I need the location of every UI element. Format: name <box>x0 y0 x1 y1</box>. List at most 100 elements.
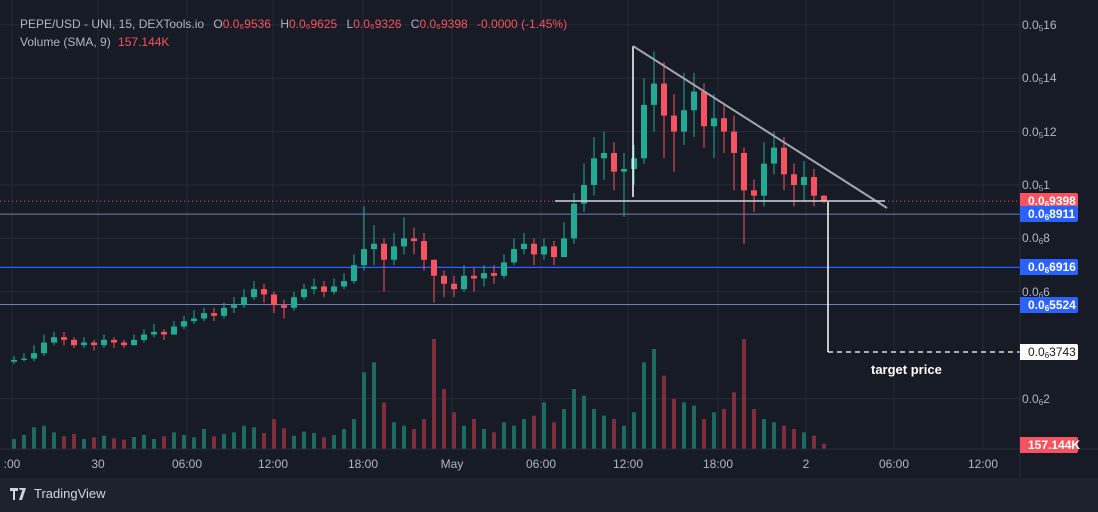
volume-bar <box>102 435 106 449</box>
candle-body <box>791 174 797 185</box>
candle-body <box>691 91 697 111</box>
candle-body <box>661 83 667 116</box>
volume-bar <box>452 412 456 449</box>
volume-bar <box>62 436 66 449</box>
volume-bar <box>322 437 326 449</box>
low-label: L <box>346 17 354 31</box>
candle-body <box>451 283 457 290</box>
candle-body <box>571 203 577 239</box>
candle-body <box>11 359 17 362</box>
volume-bar <box>592 409 596 449</box>
candle-body <box>601 152 607 159</box>
price-text-part: 0.0 <box>1028 194 1045 209</box>
close-value: 0.0₆9398 <box>419 17 468 31</box>
candle-body <box>401 238 407 247</box>
target-price-tag: 0.063743 <box>1020 344 1078 361</box>
price-text-part: 5 <box>1038 77 1044 87</box>
volume-bar <box>782 425 786 449</box>
volume-bar <box>412 429 416 449</box>
chart-pane[interactable]: PEPE/USD - UNI, 15, DEXTools.io O0.0₆953… <box>0 0 1098 478</box>
price-text-part: 6 <box>1044 351 1050 361</box>
volume-bar <box>482 429 486 449</box>
volume-bar <box>42 425 46 449</box>
volume-bar <box>212 436 216 449</box>
candle-body <box>251 289 257 298</box>
tradingview-logo[interactable]: TradingView <box>10 486 106 501</box>
candle-body <box>101 339 107 346</box>
price-text-part: 2 <box>1043 391 1050 406</box>
time-axis-label: 30 <box>91 457 105 471</box>
symbol-title[interactable]: PEPE/USD - UNI, 15, DEXTools.io <box>20 17 205 31</box>
volume-bar <box>702 419 706 449</box>
high-label: H <box>280 17 289 31</box>
candle-body <box>91 342 97 346</box>
candle-body <box>191 318 197 322</box>
change-value: -0.0000 (-1.45%) <box>477 17 568 31</box>
candle-body <box>511 249 517 263</box>
volume-bar <box>282 428 286 449</box>
candle-body <box>411 238 417 242</box>
volume-bar <box>202 429 206 449</box>
candle-body <box>741 152 747 191</box>
price-text-part: 0.0 <box>1028 207 1045 222</box>
volume-bar <box>712 412 716 449</box>
drawings <box>555 45 1020 353</box>
volume-bar <box>682 402 686 449</box>
candle-body <box>311 286 317 290</box>
candle-body <box>781 147 787 175</box>
volume-bar <box>492 432 496 449</box>
volume-bar <box>362 372 366 449</box>
time-axis-label: 12:00 <box>967 457 999 471</box>
volume-bar <box>12 439 16 449</box>
level-tag-6916: 0.066916 <box>1020 259 1078 276</box>
time-axis-label: 18:00 <box>347 457 379 471</box>
volume-bar <box>22 435 26 449</box>
volume-bar <box>542 402 546 449</box>
volume-bar <box>442 389 446 449</box>
candle-body <box>51 337 57 343</box>
candle-body <box>81 342 87 346</box>
volume-bar <box>462 425 466 449</box>
volume-bar <box>52 432 56 449</box>
volume-bar <box>172 432 176 449</box>
candle-body <box>141 334 147 340</box>
candle-body <box>611 152 617 172</box>
volume-bar <box>372 362 376 449</box>
last-price-tag: 0.069398 <box>1020 193 1078 210</box>
price-axis-label: 0.0514 <box>1022 71 1077 87</box>
volume-bar <box>772 422 776 449</box>
candle-body <box>621 168 627 172</box>
candle-body <box>651 83 657 105</box>
volume-bar <box>652 349 656 449</box>
time-axis-label: 2 <box>802 457 810 471</box>
candle-body <box>271 294 277 306</box>
candle-body <box>591 158 597 185</box>
volume-bar <box>632 412 636 449</box>
price-text-part: 0.0 <box>1022 178 1039 192</box>
price-text-part: 0.0 <box>1022 124 1039 139</box>
volume-legend: Volume (SMA, 9) 157.144K <box>20 35 169 49</box>
candle-body <box>41 342 47 354</box>
candle-body <box>211 313 217 316</box>
price-axis-label: 0.068 <box>1022 231 1077 246</box>
price-text-part: 6 <box>1038 290 1044 300</box>
candle-body <box>111 339 117 343</box>
price-text-part: 6 <box>1044 213 1050 223</box>
price-axis-label: 0.0512 <box>1022 124 1077 140</box>
time-axis-label: 12:00 <box>612 457 644 471</box>
volume-bar <box>672 399 676 449</box>
candle-body <box>321 286 327 292</box>
price-axis-label: 0.0516 <box>1022 18 1077 33</box>
volume-bar <box>182 435 186 449</box>
candle-body <box>541 246 547 255</box>
volume-bar <box>692 405 696 449</box>
price-text-part: 6 <box>1044 266 1050 276</box>
volume-bar <box>642 362 646 449</box>
price-chart[interactable] <box>0 0 1098 478</box>
volume-bar <box>242 425 246 449</box>
open-value: 0.0₆9536 <box>222 17 271 31</box>
volume-bar <box>532 415 536 449</box>
price-text-part: 6 <box>1038 397 1044 407</box>
volume-indicator-title[interactable]: Volume (SMA, 9) <box>20 35 111 49</box>
candle-body <box>631 158 637 169</box>
